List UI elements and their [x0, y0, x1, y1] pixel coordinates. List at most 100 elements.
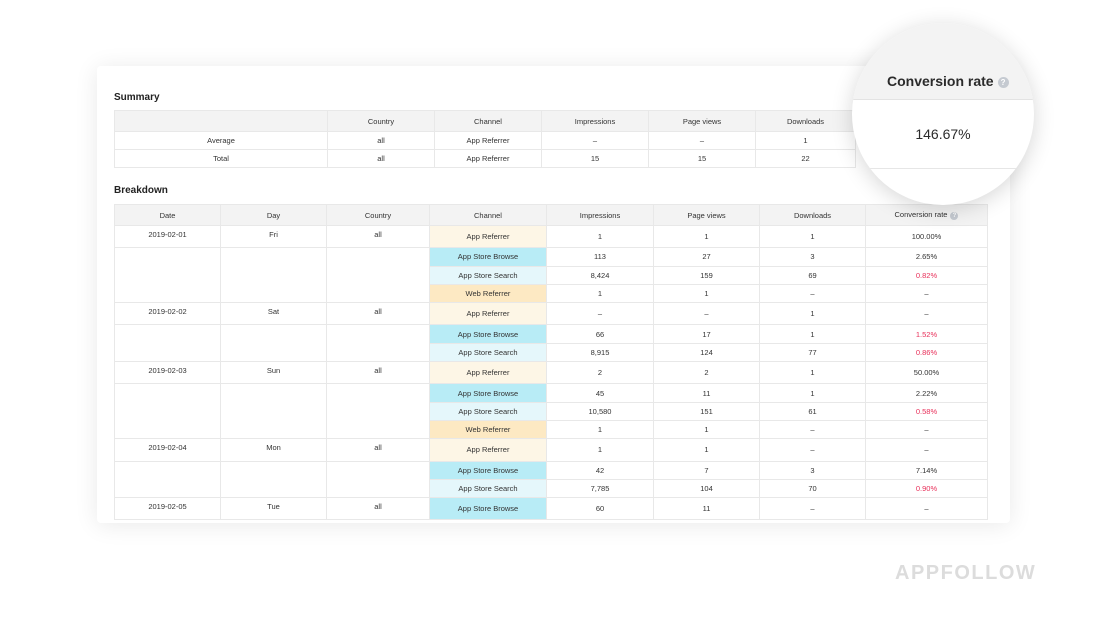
table-row: 2019-02-04 Mon all App Referrer 1 1– –: [114, 438, 988, 462]
country-cell: [326, 324, 430, 344]
conversion-rate-cell: 50.00%: [865, 361, 988, 385]
summary-header-cell: [114, 110, 328, 132]
impressions-cell: 42: [546, 460, 654, 480]
date-cell: 2019-02-05: [114, 497, 221, 521]
summary-impressions: 15: [541, 149, 649, 168]
summary-row-label: Average: [114, 131, 328, 150]
downloads-cell: 1: [759, 383, 866, 403]
question-circle-icon[interactable]: ?: [997, 76, 1009, 88]
date-cell: [114, 324, 221, 344]
summary-page-views: –: [648, 131, 756, 150]
channel-cell: App Referrer: [429, 361, 547, 385]
downloads-cell: 69: [759, 265, 866, 285]
impressions-cell: 1: [546, 224, 654, 249]
channel-cell: App Store Browse: [429, 460, 547, 480]
magnifier-title-text: Conversion rate: [887, 73, 994, 89]
conversion-rate-cell: –: [865, 419, 988, 440]
question-circle-icon[interactable]: ?: [950, 211, 959, 220]
magnifier-title: Conversion rate?: [887, 73, 1009, 89]
header-country[interactable]: Country: [326, 204, 430, 226]
channel-cell: App Referrer: [429, 302, 547, 326]
table-row: App Store Search 8,915 124 77 0.86%: [114, 342, 988, 363]
conversion-rate-cell: 2.22%: [865, 383, 988, 403]
country-cell: all: [326, 438, 430, 462]
day-cell: [220, 461, 327, 480]
impressions-cell: –: [546, 302, 654, 326]
page-views-cell: 2: [653, 361, 760, 385]
conversion-rate-magnifier: Conversion rate? 146.67%: [852, 23, 1034, 205]
summary-country: all: [327, 149, 435, 168]
downloads-cell: 61: [759, 401, 866, 421]
page-views-cell: 159: [653, 265, 760, 285]
magnifier-header: [852, 23, 1034, 100]
day-cell: Sat: [220, 302, 327, 326]
date-cell: [114, 284, 221, 303]
summary-header-impressions[interactable]: Impressions: [541, 110, 649, 132]
table-row: App Store Search 8,424 159 69 0.82%: [114, 265, 988, 285]
page-views-cell: 1: [653, 224, 760, 249]
header-day[interactable]: Day: [220, 204, 327, 226]
table-row: Web Referrer 1 1– –: [114, 419, 988, 440]
page-views-cell: 104: [653, 478, 760, 499]
downloads-cell: 1: [759, 224, 866, 249]
date-cell: [114, 343, 221, 362]
page-views-cell: 11: [653, 497, 760, 521]
summary-downloads: 1: [755, 131, 856, 150]
day-cell: [220, 247, 327, 267]
page-views-cell: 27: [653, 247, 760, 267]
impressions-cell: 8,424: [546, 265, 654, 285]
date-cell: [114, 247, 221, 267]
summary-header-country[interactable]: Country: [327, 110, 435, 132]
conversion-rate-cell: 7.14%: [865, 460, 988, 480]
date-cell: 2019-02-03: [114, 361, 221, 385]
country-cell: all: [326, 224, 430, 249]
summary-downloads: 22: [755, 149, 856, 168]
country-cell: [326, 343, 430, 362]
page-views-cell: 1: [653, 438, 760, 462]
downloads-cell: 1: [759, 324, 866, 344]
header-date[interactable]: Date: [114, 204, 221, 226]
table-row: App Store Browse 66 17 1 1.52%: [114, 324, 988, 344]
conversion-rate-cell: 2.65%: [865, 247, 988, 267]
header-channel[interactable]: Channel: [429, 204, 547, 226]
channel-cell: App Referrer: [429, 224, 547, 249]
page-views-cell: 7: [653, 460, 760, 480]
breakdown-table: Date Day Country Channel Impressions Pag…: [114, 204, 988, 521]
summary-country: all: [327, 131, 435, 150]
country-cell: [326, 479, 430, 498]
conversion-rate-cell: –: [865, 438, 988, 462]
country-cell: [326, 383, 430, 403]
table-row: App Store Browse 113 27 3 2.65%: [114, 247, 988, 267]
downloads-cell: –: [759, 497, 866, 521]
page-views-cell: 17: [653, 324, 760, 344]
country-cell: all: [326, 302, 430, 326]
channel-cell: App Store Search: [429, 342, 547, 363]
summary-header-channel[interactable]: Channel: [434, 110, 542, 132]
summary-channel: App Referrer: [434, 149, 542, 168]
day-cell: [220, 420, 327, 439]
impressions-cell: 60: [546, 497, 654, 521]
date-cell: [114, 479, 221, 498]
country-cell: [326, 284, 430, 303]
channel-cell: App Referrer: [429, 438, 547, 462]
header-page-views[interactable]: Page views: [653, 204, 760, 226]
table-row: App Store Search 10,580 151 61 0.58%: [114, 401, 988, 421]
channel-cell: App Store Search: [429, 401, 547, 421]
country-cell: [326, 402, 430, 421]
impressions-cell: 7,785: [546, 478, 654, 499]
summary-header-page-views[interactable]: Page views: [648, 110, 756, 132]
conversion-rate-cell: –: [865, 283, 988, 304]
downloads-cell: 1: [759, 302, 866, 326]
day-cell: [220, 266, 327, 285]
header-impressions[interactable]: Impressions: [546, 204, 654, 226]
header-conversion-rate[interactable]: Conversion rate?: [865, 204, 988, 226]
header-conversion-label: Conversion rate: [894, 210, 948, 220]
impressions-cell: 1: [546, 283, 654, 304]
table-row: 2019-02-05 Tue all App Store Browse 60 11– –: [114, 497, 988, 521]
downloads-cell: 77: [759, 342, 866, 363]
downloads-cell: 3: [759, 247, 866, 267]
conversion-rate-cell: 0.90%: [865, 478, 988, 499]
header-downloads[interactable]: Downloads: [759, 204, 866, 226]
summary-header-downloads[interactable]: Downloads: [755, 110, 856, 132]
